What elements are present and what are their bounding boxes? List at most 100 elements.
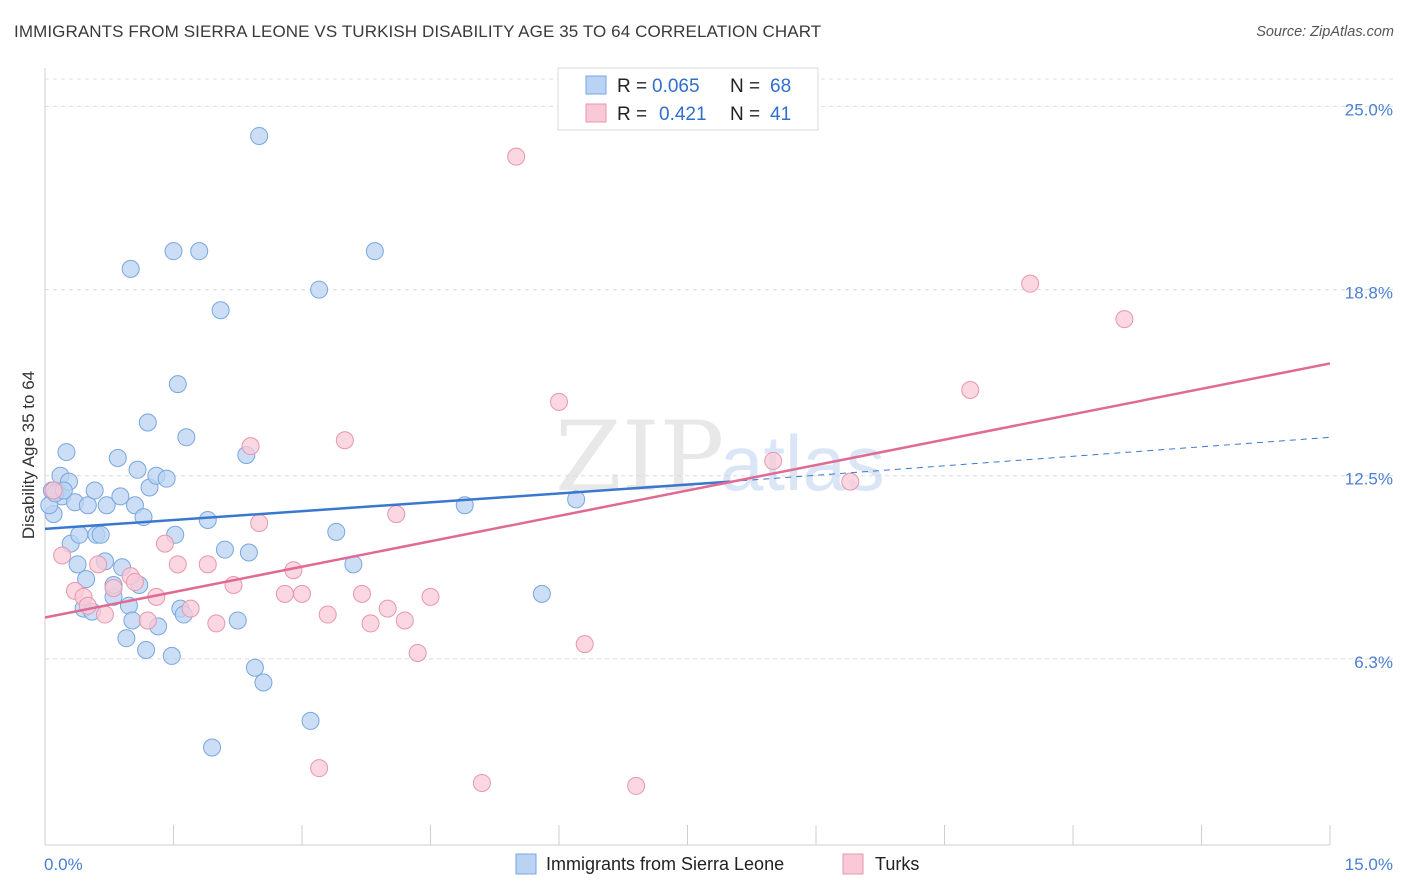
data-point-sierra-leone (177, 428, 196, 447)
y-tick-label: 25.0% (1345, 100, 1393, 119)
data-point-sierra-leone (567, 490, 586, 509)
data-point-sierra-leone (365, 242, 384, 261)
chart-title: IMMIGRANTS FROM SIERRA LEONE VS TURKISH … (14, 22, 822, 41)
data-point-sierra-leone (215, 540, 234, 559)
trend-line-turks (44, 362, 1331, 619)
data-point-sierra-leone (137, 641, 156, 660)
data-point-turks (310, 759, 329, 778)
data-point-turks (125, 573, 144, 592)
data-point-sierra-leone (228, 611, 247, 630)
data-point-sierra-leone (97, 496, 116, 515)
data-point-turks (198, 555, 217, 574)
data-point-turks (1115, 310, 1134, 329)
data-point-turks (181, 599, 200, 618)
legend-n-value: 41 (770, 104, 791, 125)
data-point-sierra-leone (532, 584, 551, 603)
y-axis-label: Disability Age 35 to 64 (19, 371, 38, 539)
data-point-sierra-leone (245, 658, 264, 677)
data-point-turks (241, 437, 260, 456)
data-point-sierra-leone (250, 126, 269, 145)
data-point-sierra-leone (254, 673, 273, 692)
data-point-turks (352, 584, 371, 603)
data-point-turks (627, 776, 646, 795)
data-point-sierra-leone (78, 496, 97, 515)
legend-n-label: N = (730, 76, 760, 97)
axis-layer (44, 68, 1331, 846)
data-point-turks (361, 614, 380, 633)
chart-source: Source: ZipAtlas.com (1256, 24, 1394, 40)
data-point-sierra-leone (57, 443, 76, 462)
data-point-turks (575, 635, 594, 654)
data-point-sierra-leone (117, 629, 136, 648)
data-point-turks (421, 587, 440, 606)
data-point-sierra-leone (310, 280, 329, 299)
data-point-turks (387, 505, 406, 524)
legend-r-label: R = (617, 104, 647, 125)
data-point-sierra-leone (198, 511, 217, 530)
data-point-sierra-leone (77, 570, 96, 589)
bottom-legend-swatch-pink (842, 853, 864, 875)
data-point-sierra-leone (123, 611, 142, 630)
data-point-sierra-leone (108, 448, 127, 467)
data-point-turks (961, 381, 980, 400)
data-point-turks (472, 773, 491, 792)
data-point-turks (275, 584, 294, 603)
x-tick-label: 15.0% (1345, 855, 1393, 874)
bottom-legend: Immigrants from Sierra Leone Turks (515, 853, 919, 875)
x-tick-label: 0.0% (44, 855, 83, 874)
bottom-legend-label: Immigrants from Sierra Leone (546, 854, 784, 874)
data-point-sierra-leone (211, 301, 230, 320)
data-point-turks (293, 584, 311, 603)
data-point-sierra-leone (301, 711, 320, 730)
trend-line-sierra-leone (44, 480, 731, 531)
points-layer (40, 126, 1134, 795)
data-point-sierra-leone (121, 259, 140, 278)
data-point-sierra-leone (70, 525, 89, 544)
data-point-turks (378, 599, 397, 618)
data-point-sierra-leone (128, 460, 147, 479)
watermark-atlas: atlas (720, 419, 885, 507)
legend-r-value: 0.065 (652, 76, 700, 97)
data-point-turks (95, 605, 114, 624)
data-point-turks (764, 451, 783, 470)
legend-n-label: N = (730, 104, 760, 125)
legend-n-value: 68 (770, 76, 791, 97)
data-point-turks (841, 472, 860, 491)
data-point-sierra-leone (190, 242, 209, 261)
data-point-sierra-leone (168, 375, 187, 394)
data-point-sierra-leone (164, 242, 183, 261)
data-point-sierra-leone (239, 543, 258, 562)
data-point-turks (168, 555, 187, 574)
y-tick-label: 12.5% (1345, 470, 1393, 489)
data-point-sierra-leone (162, 646, 181, 665)
legend-swatch-blue (585, 75, 607, 95)
data-point-turks (89, 555, 108, 574)
bottom-legend-swatch-blue (515, 853, 537, 875)
y-tick-label: 6.3% (1354, 653, 1393, 672)
data-point-sierra-leone (68, 555, 87, 574)
data-point-turks (507, 147, 526, 166)
legend-r-value: 0.421 (659, 104, 707, 125)
data-point-turks (550, 392, 568, 411)
watermark: ZIP atlas (555, 401, 885, 513)
data-point-sierra-leone (111, 487, 130, 506)
data-point-turks (318, 605, 337, 624)
data-point-turks (155, 534, 174, 553)
legend-r-label: R = (617, 76, 647, 97)
data-point-sierra-leone (85, 481, 104, 500)
data-point-turks (53, 546, 72, 565)
y-tick-label: 18.8% (1345, 284, 1393, 303)
ticks-layer: 6.3% 12.5% 18.8% 25.0% 0.0% 15.0% (44, 100, 1393, 874)
data-point-turks (408, 643, 427, 662)
trend-layer (44, 362, 1331, 619)
legend: R = 0.065 N = 68 R = 0.421 N = 41 (557, 67, 819, 131)
data-point-turks (1021, 274, 1040, 293)
data-point-sierra-leone (91, 525, 110, 544)
bottom-legend-label: Turks (875, 854, 919, 874)
data-point-turks (44, 481, 63, 500)
data-point-turks (78, 596, 97, 615)
data-point-turks (395, 611, 414, 630)
trend-line-sierra-leone-extension (730, 436, 1331, 483)
data-point-sierra-leone (327, 522, 346, 541)
